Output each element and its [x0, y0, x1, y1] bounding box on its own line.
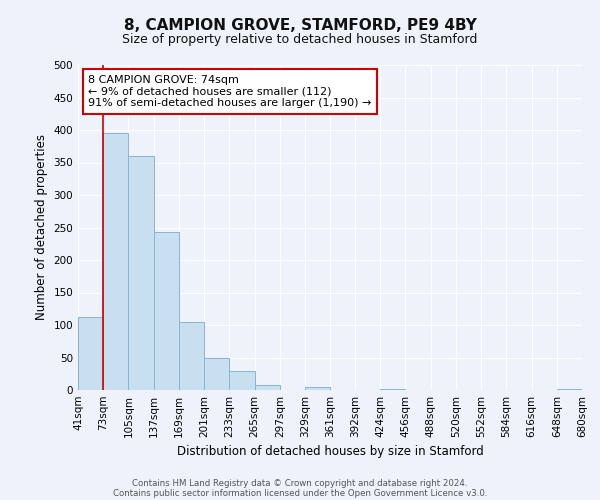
- Text: 8, CAMPION GROVE, STAMFORD, PE9 4BY: 8, CAMPION GROVE, STAMFORD, PE9 4BY: [124, 18, 476, 32]
- Bar: [128, 156, 154, 390]
- Text: Contains public sector information licensed under the Open Government Licence v3: Contains public sector information licen…: [113, 488, 487, 498]
- Bar: [305, 387, 331, 390]
- Bar: [103, 133, 128, 390]
- Bar: [254, 385, 280, 390]
- Bar: [557, 388, 582, 390]
- X-axis label: Distribution of detached houses by size in Stamford: Distribution of detached houses by size …: [176, 446, 484, 458]
- Bar: [78, 317, 103, 390]
- Text: Size of property relative to detached houses in Stamford: Size of property relative to detached ho…: [122, 32, 478, 46]
- Bar: [179, 322, 204, 390]
- Y-axis label: Number of detached properties: Number of detached properties: [35, 134, 48, 320]
- Bar: [204, 358, 229, 390]
- Bar: [154, 232, 179, 390]
- Bar: [229, 370, 254, 390]
- Text: 8 CAMPION GROVE: 74sqm
← 9% of detached houses are smaller (112)
91% of semi-det: 8 CAMPION GROVE: 74sqm ← 9% of detached …: [88, 74, 371, 108]
- Text: Contains HM Land Registry data © Crown copyright and database right 2024.: Contains HM Land Registry data © Crown c…: [132, 478, 468, 488]
- Bar: [380, 388, 406, 390]
